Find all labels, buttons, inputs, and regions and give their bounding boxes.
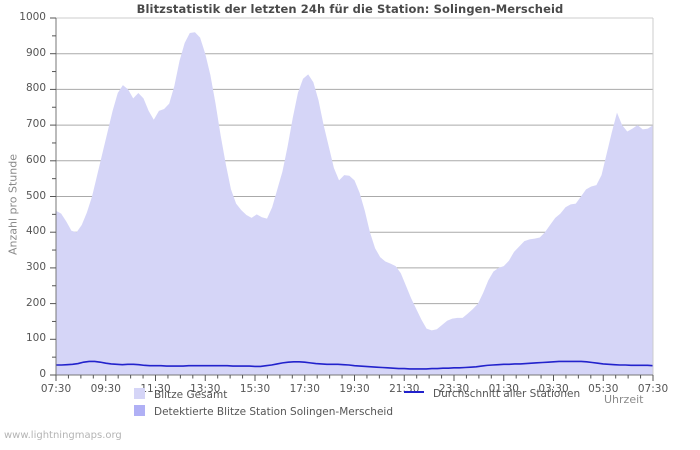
y-tick-label: 500 <box>25 189 46 202</box>
chart-legend: Blitze Gesamt Detektierte Blitze Station… <box>0 386 700 422</box>
legend-item-detektierte-blitze-station: Detektierte Blitze Station Solingen-Mers… <box>134 405 393 418</box>
x-tick-label: 07:30 <box>40 383 72 395</box>
legend-label: Durchschnitt aller Stationen <box>433 388 581 400</box>
legend-label: Blitze Gesamt <box>154 389 228 401</box>
y-tick-label: 0 <box>39 368 46 380</box>
x-tick-label: 17:30 <box>289 383 320 395</box>
y-tick-label: 300 <box>25 260 46 273</box>
x-tick-label: 15:30 <box>239 383 271 395</box>
y-tick-label: 100 <box>25 332 46 345</box>
x-tick-label: 23:30 <box>438 383 470 395</box>
footer-credit: www.lightningmaps.org <box>4 430 122 441</box>
x-tick-label: 03:30 <box>538 383 569 395</box>
legend-item-blitze-gesamt: Blitze Gesamt <box>134 388 227 401</box>
x-tick-label: 07:30 <box>637 383 669 395</box>
legend-line-icon <box>404 391 424 393</box>
x-tick-label: 09:30 <box>90 383 121 395</box>
legend-swatch-icon <box>134 405 145 416</box>
x-axis-label: Uhrzeit <box>604 393 644 406</box>
chart-title: Blitzstatistik der letzten 24h für die S… <box>136 2 564 16</box>
legend-item-durchschnitt-aller-stationen: Durchschnitt aller Stationen <box>404 388 580 400</box>
y-tick-label: 200 <box>25 296 46 309</box>
x-tick-label: 19:30 <box>339 383 370 395</box>
legend-label: Detektierte Blitze Station Solingen-Mers… <box>154 406 393 418</box>
y-tick-label: 900 <box>25 46 46 59</box>
y-tick-label: 800 <box>25 82 46 95</box>
y-tick-label: 700 <box>25 118 46 131</box>
x-tick-label: 13:30 <box>190 383 221 395</box>
y-tick-label: 600 <box>25 153 46 166</box>
legend-swatch-icon <box>134 388 145 399</box>
x-tick-label: 01:30 <box>488 383 519 395</box>
y-tick-label: 400 <box>25 225 46 238</box>
x-tick-label: 11:30 <box>140 383 171 395</box>
x-tick-label: 05:30 <box>588 383 619 395</box>
y-tick-label: 1000 <box>19 11 46 23</box>
